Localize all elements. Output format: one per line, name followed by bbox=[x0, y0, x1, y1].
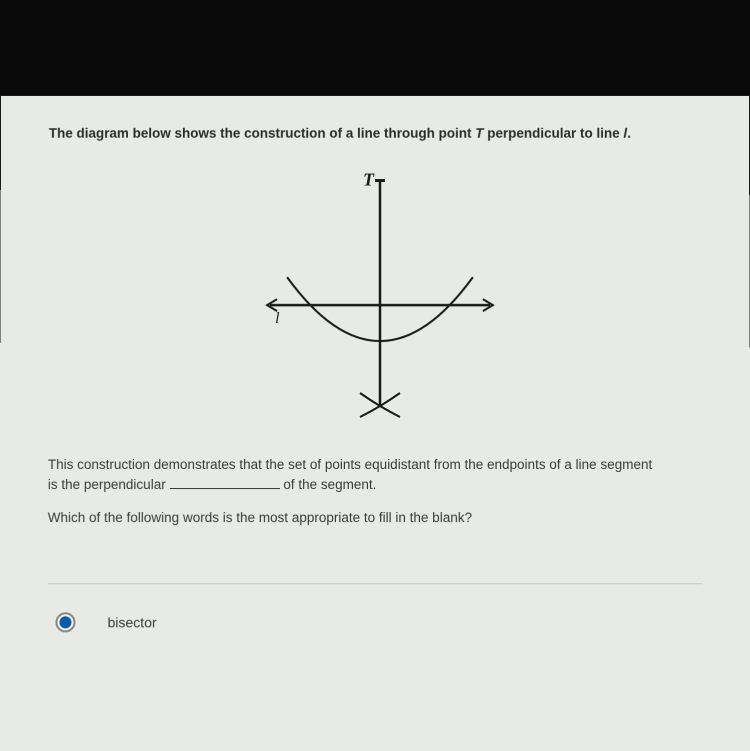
intro-point-T: T bbox=[475, 126, 483, 141]
answer-label: bisector bbox=[108, 614, 157, 630]
answer-option[interactable]: bisector bbox=[47, 584, 702, 632]
prompt-text: Which of the following words is the most… bbox=[48, 508, 703, 528]
radio-selected-icon bbox=[59, 616, 71, 628]
intro-text-3: . bbox=[627, 126, 631, 141]
content-area: The diagram below shows the construction… bbox=[0, 96, 750, 632]
top-bar bbox=[0, 0, 750, 95]
intro-text-1: The diagram below shows the construction… bbox=[49, 126, 475, 141]
radio-button[interactable] bbox=[55, 612, 75, 632]
statement-line2-suffix: of the segment. bbox=[280, 477, 377, 492]
diagram-container: T l bbox=[48, 156, 702, 435]
statement-line1: This construction demonstrates that the … bbox=[48, 457, 652, 472]
question-intro: The diagram below shows the construction… bbox=[49, 126, 701, 141]
quiz-screen: The diagram below shows the construction… bbox=[0, 96, 750, 751]
construction-diagram: T l bbox=[215, 156, 535, 435]
statement-block: This construction demonstrates that the … bbox=[48, 455, 702, 496]
label-T: T bbox=[363, 170, 375, 190]
statement-line2-prefix: is the perpendicular bbox=[48, 477, 170, 492]
fill-blank bbox=[169, 488, 279, 489]
label-l: l bbox=[275, 310, 280, 327]
intro-text-2: perpendicular to line bbox=[483, 126, 623, 141]
